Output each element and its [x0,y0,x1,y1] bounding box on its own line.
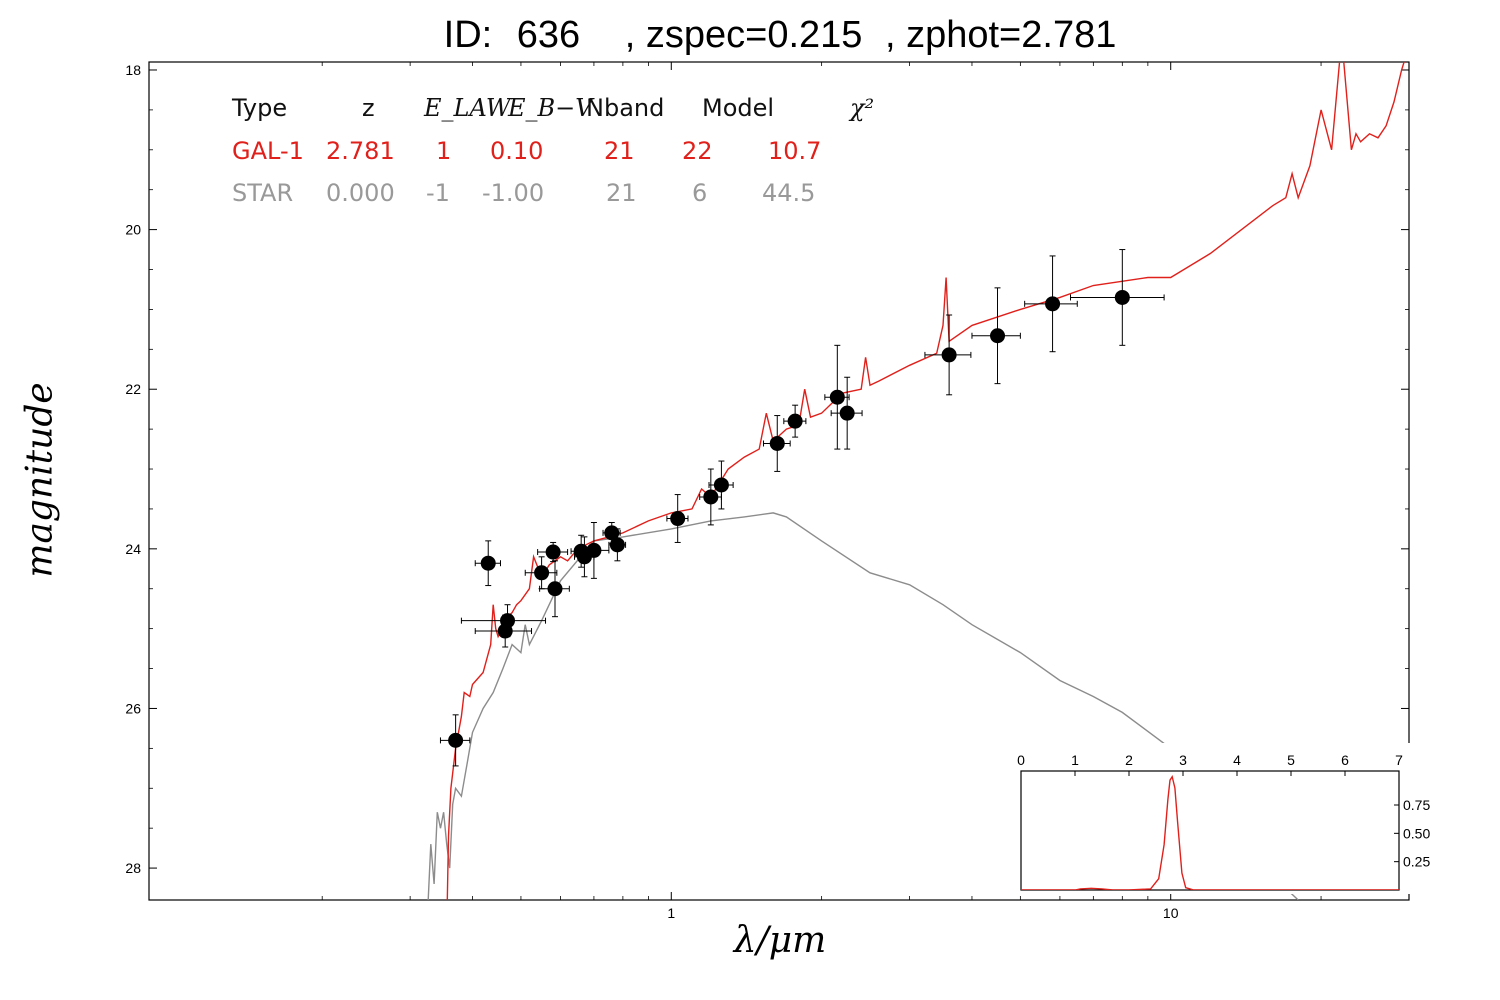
inset-x-tick-label: 4 [1233,752,1241,768]
y-tick-label: 26 [125,700,141,716]
star-z: 0.000 [326,179,395,207]
star-chi2: 44.5 [762,179,816,207]
inset-x-tick-label: 6 [1341,752,1349,768]
chart-title: ID: 636 , zspec=0.215 , zphot=2.781 [0,14,1500,57]
gal-chi2: 10.7 [768,137,822,165]
data-marker [990,328,1006,344]
title-zspec: , zspec=0.215 [624,14,863,56]
photometry-point [474,614,533,648]
data-marker [769,435,785,451]
photometry-point [824,344,850,450]
y-tick-label: 24 [125,541,141,557]
data-marker [480,555,496,571]
photometry-point [474,540,501,587]
photometry-point [608,528,627,562]
photometry-point [524,556,558,590]
inset-y-tick-label: 0.25 [1403,854,1430,870]
photometry-point [708,460,734,510]
inset-y-tick-label: 0.75 [1403,797,1430,813]
inset-x-tick-label: 0 [1017,752,1025,768]
pz-curve [1021,774,1399,890]
y-axis-label: magnitude [19,382,61,578]
gal-z: 2.781 [326,137,395,165]
data-marker [609,537,625,553]
photometry-point [924,314,972,396]
gal-type: GAL-1 [232,137,304,165]
data-marker [941,347,957,363]
y-tick-label: 28 [125,860,141,876]
data-marker [448,732,464,748]
photometry-point [537,541,569,563]
star-elaw: -1 [426,179,450,207]
photometry-point [830,376,863,450]
data-marker [1114,289,1130,305]
data-marker [545,544,561,560]
data-marker [586,542,602,558]
gal-model: 22 [682,137,713,165]
photometry-point [1024,255,1078,353]
data-marker [547,581,563,597]
star-model-curve [427,512,1299,900]
y-tick-label: 22 [125,381,141,397]
x-axis-label-text: λ/μm [733,920,827,961]
data-marker [787,413,803,429]
inset-y-tick-label: 0.50 [1403,825,1430,841]
inset-x-tick-label: 2 [1125,752,1133,768]
data-marker [670,511,686,527]
y-tick-label: 20 [125,222,141,238]
data-marker [703,489,719,505]
data-marker [534,565,550,581]
gal-elaw: 1 [436,137,452,165]
inset-x-tick-label: 5 [1287,752,1295,768]
inset-frame [1020,770,1400,891]
photometry-point [699,468,722,526]
photometry-point [971,287,1021,385]
inset-x-tick-label: 7 [1395,752,1403,768]
data-marker [829,389,845,405]
header-chi2: χ² [850,94,875,122]
star-model: 6 [692,179,708,207]
x-tick-label: 10 [1163,905,1179,921]
photometry-point [439,714,471,767]
header-model: Model [702,94,775,122]
y-tick-label: 18 [125,62,141,78]
data-marker [497,623,513,639]
data-marker [1045,296,1061,312]
data-marker [713,477,729,493]
photometry-point [783,404,807,438]
header-z: z [362,94,375,122]
photometry-point [666,494,689,543]
header-type: Type [232,94,288,122]
gal-ebv: 0.10 [490,137,544,165]
data-marker [839,405,855,421]
title-zphot: , zphot=2.781 [884,14,1117,56]
star-type: STAR [232,179,294,207]
inset-x-tick-label: 1 [1071,752,1079,768]
title-id-label: ID: [443,14,493,56]
header-nband: Nband [586,94,665,122]
star-nband: 21 [606,179,637,207]
photometry-point [1069,249,1165,346]
gal-nband: 21 [604,137,635,165]
star-ebv: -1.00 [482,179,545,207]
inset-x-tick-label: 3 [1179,752,1187,768]
x-tick-label: 1 [667,905,675,921]
photometry-point [577,522,610,579]
photometry-point [539,560,570,618]
photometry-point [763,415,791,472]
plot-frame [148,61,1410,901]
title-id-value: 636 [516,14,581,56]
header-elaw: E_LAW [424,94,511,122]
header-ebv: E_B−V [508,94,593,122]
x-axis-label: λ/μm [734,920,826,961]
